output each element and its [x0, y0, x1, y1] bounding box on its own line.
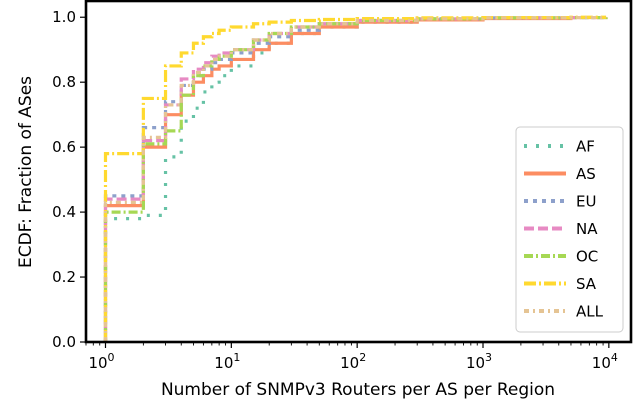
y-tick-label: 0.8: [52, 73, 76, 91]
legend-label-af: AF: [576, 138, 595, 156]
y-axis-label: ECDF: Fraction of ASes: [16, 76, 36, 268]
legend-label-na: NA: [576, 220, 598, 238]
legend: AF AS EU NA OC SA ALL: [515, 126, 624, 333]
x-tick-label: 102: [340, 351, 366, 372]
legend-label-all: ALL: [576, 303, 604, 321]
x-axis-label: Number of SNMPv3 Routers per AS per Regi…: [161, 380, 555, 400]
y-tick-label: 0.6: [52, 138, 76, 156]
legend-label-eu: EU: [576, 193, 596, 211]
y-tick-label: 1.0: [52, 8, 76, 26]
x-tick-label: 104: [592, 351, 618, 372]
y-tick-label: 0.4: [52, 203, 76, 221]
legend-label-as: AS: [576, 165, 596, 183]
series-line-all: [103, 15, 608, 342]
y-tick-label: 0.2: [52, 268, 76, 286]
y-axis: 0.0 0.2 0.4 0.6 0.8 1.0: [52, 8, 86, 351]
plot-frame: [84, 0, 633, 344]
legend-label-sa: SA: [576, 275, 597, 293]
x-tick-label: 101: [214, 351, 240, 372]
y-tick-label: 0.0: [52, 333, 76, 351]
x-axis: 100 101 102 103 104: [85, 342, 618, 372]
series-line-eu: [103, 15, 608, 342]
x-tick-label: 103: [466, 351, 492, 372]
series-layer: [103, 15, 608, 342]
legend-label-oc: OC: [576, 248, 598, 266]
legend-box: [515, 126, 624, 333]
x-tick-label: 100: [88, 351, 114, 372]
